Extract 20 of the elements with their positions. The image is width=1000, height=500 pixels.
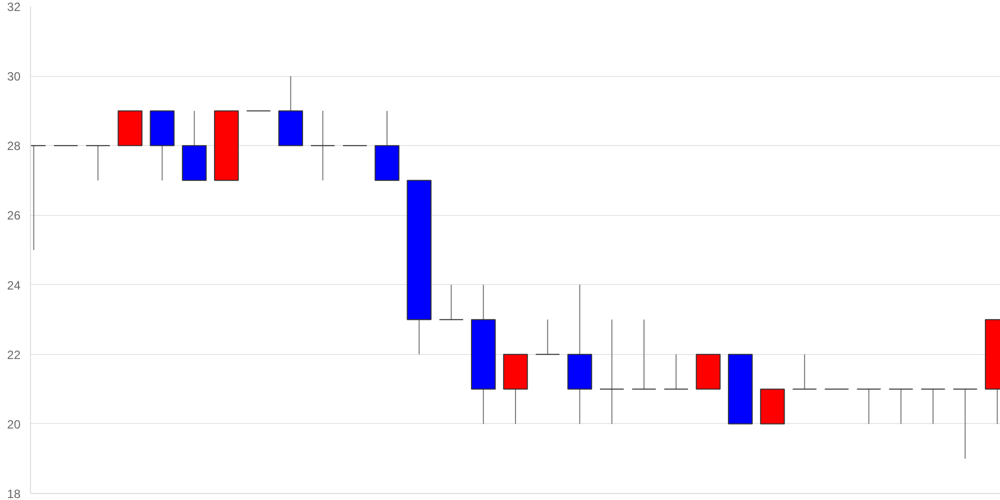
y-tick-label: 22 bbox=[7, 348, 21, 362]
candlestick bbox=[599, 319, 624, 424]
candlestick bbox=[310, 110, 336, 181]
candlestick bbox=[86, 145, 110, 181]
candlestick bbox=[952, 388, 978, 460]
y-tick-label: 26 bbox=[7, 208, 21, 223]
candlestick bbox=[792, 354, 817, 390]
candlestick bbox=[856, 388, 882, 424]
y-tick-label: 30 bbox=[7, 70, 21, 84]
candlestick bbox=[632, 319, 656, 390]
y-tick-label: 20 bbox=[7, 417, 21, 432]
candlestick bbox=[920, 388, 946, 424]
y-tick-label: 32 bbox=[7, 0, 21, 14]
candlestick bbox=[664, 354, 688, 390]
y-tick-label: 18 bbox=[7, 487, 21, 500]
candlestick bbox=[438, 284, 464, 320]
y-tick-label: 24 bbox=[7, 278, 21, 292]
candlestick bbox=[888, 388, 914, 424]
candlestick bbox=[535, 319, 560, 355]
y-tick-label: 28 bbox=[7, 139, 21, 154]
